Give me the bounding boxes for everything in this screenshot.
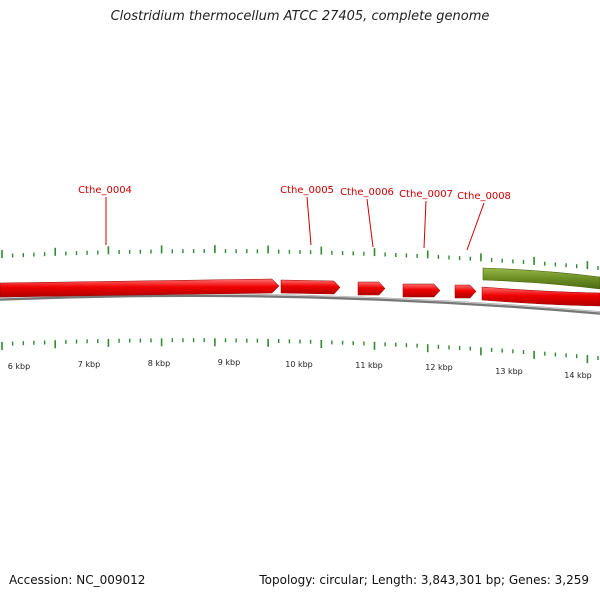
gene-feature-cthe-0005[interactable]: [280, 279, 341, 295]
inner-tick-ring: [1, 338, 599, 364]
gene-leader-cthe-0008: [466, 202, 485, 251]
genome-backbone: [0, 293, 600, 315]
gene-leader-cthe-0005: [306, 196, 312, 246]
gene-leader-cthe-0006: [366, 198, 374, 248]
gene-label[interactable]: Cthe_0008: [457, 191, 511, 202]
map-title: Clostridium thermocellum ATCC 27405, com…: [110, 9, 490, 24]
gene-label[interactable]: Cthe_0006: [340, 187, 394, 198]
genome-summary: Topology: circular; Length: 3,843,301 bp…: [259, 573, 589, 587]
gene-feature-next[interactable]: [481, 286, 600, 307]
ruler-tick-label: 13 kbp: [495, 367, 523, 376]
gene-feature-cthe-0006[interactable]: [357, 281, 386, 296]
ruler-tick-label: 8 kbp: [148, 359, 170, 368]
ruler-tick-label: 7 kbp: [78, 360, 100, 369]
accession-label: Accession: NC_009012: [9, 573, 146, 587]
gene-feature-cthe-0008[interactable]: [454, 284, 477, 299]
ruler-tick-label: 9 kbp: [218, 358, 240, 367]
outer-tick-ring: [1, 245, 599, 270]
ruler-tick-label: 14 kbp: [564, 371, 592, 380]
gene-label[interactable]: Cthe_0007: [399, 189, 453, 200]
ruler-tick-label: 11 kbp: [355, 361, 383, 370]
ruler-tick-label: 10 kbp: [285, 360, 313, 369]
gene-leader-cthe-0007: [423, 200, 427, 249]
gene-label[interactable]: Cthe_0004: [78, 185, 132, 196]
gene-label[interactable]: Cthe_0005: [280, 185, 334, 196]
ruler-tick-label: 6 kbp: [8, 362, 30, 371]
reverse-gene-feature: [482, 267, 600, 290]
ruler-tick-label: 12 kbp: [425, 363, 453, 372]
gene-feature-cthe-0007[interactable]: [402, 283, 441, 298]
gene-feature-cthe-0004[interactable]: [0, 278, 280, 298]
